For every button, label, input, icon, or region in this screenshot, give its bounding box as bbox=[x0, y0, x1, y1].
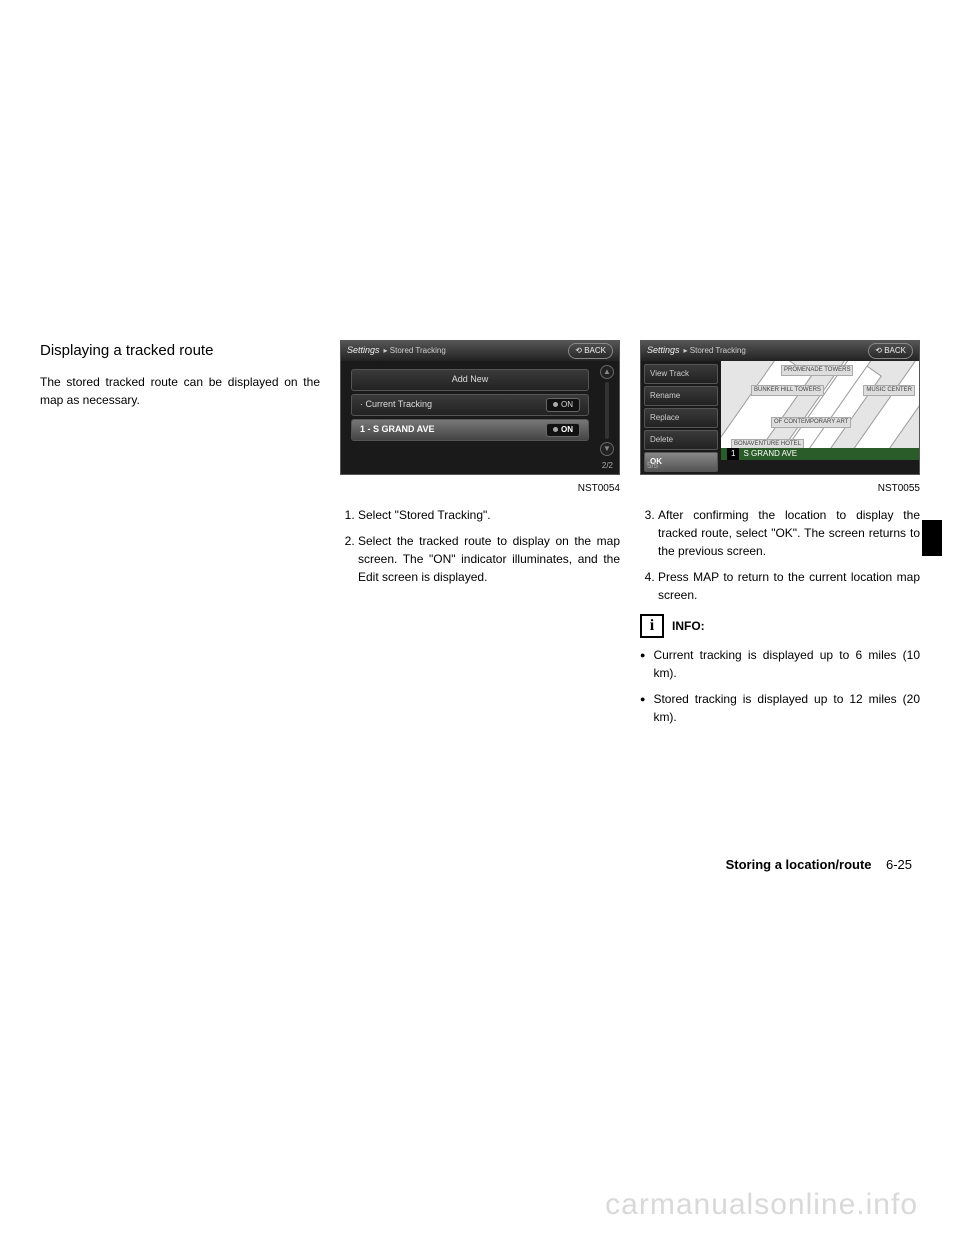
info-bullet: Current tracking is displayed up to 6 mi… bbox=[640, 646, 920, 682]
street-number: 1 bbox=[727, 448, 739, 460]
map-label: BUNKER HILL TOWERS bbox=[751, 385, 824, 396]
info-heading: i INFO: bbox=[640, 614, 920, 638]
street-name: S GRAND AVE bbox=[743, 448, 797, 460]
chapter-tab bbox=[922, 520, 942, 556]
sidebar-replace: Replace bbox=[644, 408, 718, 428]
step-3: After confirming the location to display… bbox=[658, 506, 920, 560]
breadcrumb: ▸ Stored Tracking bbox=[684, 345, 746, 357]
column-2: Settings ▸ Stored Tracking ⟲ BACK Add Ne… bbox=[340, 340, 620, 734]
section-heading: Displaying a tracked route bbox=[40, 340, 320, 363]
footer-section: Storing a location/route bbox=[726, 857, 872, 872]
menu-grand-ave-selected: 1 - S GRAND AVE ON bbox=[351, 419, 589, 441]
step-list: Select "Stored Tracking". Select the tra… bbox=[340, 506, 620, 586]
screen-title: Settings bbox=[347, 344, 380, 358]
page-indicator: 5/5 bbox=[647, 460, 658, 472]
info-bullet: Stored tracking is displayed up to 12 mi… bbox=[640, 690, 920, 726]
page-indicator: 2/2 bbox=[602, 460, 613, 472]
screen-header: Settings ▸ Stored Tracking ⟲ BACK bbox=[641, 341, 919, 361]
map-label: MUSIC CENTER bbox=[863, 385, 915, 396]
on-indicator: ON bbox=[546, 398, 580, 412]
intro-paragraph: The stored tracked route can be displaye… bbox=[40, 373, 320, 409]
map-label: PROMENADE TOWERS bbox=[781, 365, 853, 376]
screen-header: Settings ▸ Stored Tracking ⟲ BACK bbox=[341, 341, 619, 361]
info-label: INFO: bbox=[672, 617, 705, 635]
scrollbar: ▲ ▼ bbox=[599, 365, 615, 456]
menu-current-tracking: · Current Tracking ON bbox=[351, 394, 589, 416]
scroll-down-icon: ▼ bbox=[600, 442, 614, 456]
back-button: ⟲ BACK bbox=[568, 343, 613, 359]
map-label: OF CONTEMPORARY ART bbox=[771, 417, 851, 428]
step-2: Select the tracked route to display on t… bbox=[358, 532, 620, 586]
info-bullet-list: Current tracking is displayed up to 6 mi… bbox=[640, 646, 920, 726]
breadcrumb: ▸ Stored Tracking bbox=[384, 345, 446, 357]
watermark: carmanualsonline.info bbox=[605, 1188, 918, 1222]
row-label: Add New bbox=[452, 373, 489, 387]
sidebar-delete: Delete bbox=[644, 430, 718, 450]
row-label: 1 - S GRAND AVE bbox=[360, 423, 435, 437]
page-footer: Storing a location/route 6-25 bbox=[726, 857, 912, 872]
footer-page: 6-25 bbox=[886, 857, 912, 872]
figure-caption: NST0055 bbox=[640, 481, 920, 496]
sidebar-rename: Rename bbox=[644, 386, 718, 406]
column-3: Settings ▸ Stored Tracking ⟲ BACK View T… bbox=[640, 340, 920, 734]
screenshot-map: Settings ▸ Stored Tracking ⟲ BACK View T… bbox=[640, 340, 920, 475]
menu-add-new: Add New bbox=[351, 369, 589, 391]
page-content: Displaying a tracked route The stored tr… bbox=[40, 340, 920, 734]
scroll-track bbox=[605, 382, 609, 439]
step-1: Select "Stored Tracking". bbox=[358, 506, 620, 524]
back-button: ⟲ BACK bbox=[868, 343, 913, 359]
screen-body: Add New · Current Tracking ON 1 - S GRAN… bbox=[341, 361, 619, 449]
step-4: Press MAP to return to the current locat… bbox=[658, 568, 920, 604]
scroll-up-icon: ▲ bbox=[600, 365, 614, 379]
step-list: After confirming the location to display… bbox=[640, 506, 920, 604]
map-area: PROMENADE TOWERS BUNKER HILL TOWERS MUSI… bbox=[721, 361, 919, 460]
edit-sidebar: View Track Rename Replace Delete OK bbox=[641, 361, 721, 460]
sidebar-view-track: View Track bbox=[644, 364, 718, 384]
info-icon: i bbox=[640, 614, 664, 638]
row-label: · Current Tracking bbox=[360, 398, 432, 412]
screenshot-stored-tracking: Settings ▸ Stored Tracking ⟲ BACK Add Ne… bbox=[340, 340, 620, 475]
figure-caption: NST0054 bbox=[340, 481, 620, 496]
column-1: Displaying a tracked route The stored tr… bbox=[40, 340, 320, 734]
screen-title: Settings bbox=[647, 344, 680, 358]
street-name-bar: 1 S GRAND AVE bbox=[721, 448, 919, 460]
on-indicator: ON bbox=[546, 423, 580, 437]
